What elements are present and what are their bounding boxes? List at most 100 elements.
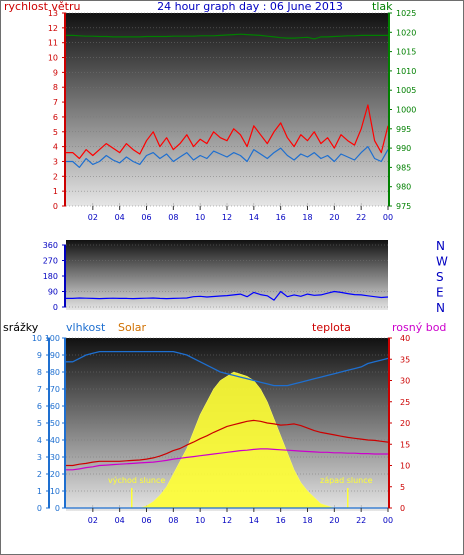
humidity-tick-label: 60 (50, 402, 60, 411)
temperature-tick-label: 30 (400, 377, 410, 386)
rain-tick-label: 6 (37, 402, 42, 411)
solar-label: Solar (118, 321, 147, 334)
temperature-label: teplota (312, 321, 351, 334)
direction-tick-label: 180 (43, 272, 58, 281)
humidity-tick-label: 80 (50, 368, 60, 377)
weather-x-tick-label: 16 (276, 516, 286, 525)
sunrise-label: východ slunce (108, 476, 165, 485)
weather-x-tick-label: 08 (168, 516, 178, 525)
temperature-tick-label: 35 (400, 355, 410, 364)
temperature-series (66, 419, 389, 467)
pressure-tick-label: 1015 (396, 48, 416, 57)
wind-x-tick-label: 10 (195, 213, 205, 222)
wind-tick-label: 13 (48, 9, 58, 18)
pressure-tick-label: 1020 (396, 28, 416, 37)
humidity-tick-label: 30 (50, 453, 60, 462)
weather-x-tick-label: 02 (88, 516, 98, 525)
wind-tick-label: 2 (53, 172, 58, 181)
wind-x-tick-label: 20 (329, 213, 339, 222)
weather-x-tick-label: 04 (115, 516, 125, 525)
pressure-tick-label: 975 (396, 202, 411, 211)
wind-x-tick-label: 04 (115, 213, 125, 222)
wind-x-tick-label: 02 (88, 213, 98, 222)
wind-x-tick-label: 14 (249, 213, 259, 222)
rain-tick-label: 10 (32, 334, 42, 343)
wind-tick-label: 4 (53, 143, 58, 152)
pressure-tick-label: 1000 (396, 106, 416, 115)
temperature-tick-label: 10 (400, 462, 410, 471)
wind-gust-series (66, 104, 389, 160)
wind-tick-label: 12 (48, 24, 58, 33)
sunset-label: západ slunce (320, 476, 373, 485)
wind-x-tick-label: 18 (302, 213, 312, 222)
wind-speed-series (66, 146, 389, 168)
wind-x-tick-label: 12 (222, 213, 232, 222)
wind-tick-label: 6 (53, 113, 58, 122)
weather-x-tick-label: 10 (195, 516, 205, 525)
humidity-label: vlhkost (66, 321, 106, 334)
chart-title: 24 hour graph day : 06 June 2013 (157, 0, 343, 13)
humidity-tick-label: 50 (50, 419, 60, 428)
compass-label: N (436, 301, 445, 315)
wind-tick-label: 8 (53, 83, 58, 92)
humidity-series (66, 350, 389, 387)
wind-tick-label: 5 (53, 128, 58, 137)
wind-tick-label: 3 (53, 157, 58, 166)
rain-tick-label: 5 (37, 419, 42, 428)
pressure-tick-label: 980 (396, 183, 411, 192)
humidity-tick-label: 40 (50, 436, 60, 445)
weather-x-tick-label: 20 (329, 516, 339, 525)
wind-x-tick-label: 08 (168, 213, 178, 222)
rain-tick-label: 9 (37, 351, 42, 360)
rain-tick-label: 4 (37, 436, 42, 445)
wind-tick-label: 10 (48, 54, 58, 63)
rain-tick-label: 7 (37, 385, 42, 394)
rain-tick-label: 0 (37, 504, 42, 513)
weather-x-tick-label: 18 (302, 516, 312, 525)
weather-x-tick-label: 06 (141, 516, 151, 525)
temperature-tick-label: 15 (400, 440, 410, 449)
compass-label: E (436, 286, 444, 300)
pressure-tick-label: 995 (396, 125, 411, 134)
pressure-tick-label: 1005 (396, 86, 416, 95)
weather-x-tick-label: 12 (222, 516, 232, 525)
temperature-tick-label: 20 (400, 419, 410, 428)
wind-tick-label: 7 (53, 98, 58, 107)
wind-tick-label: 11 (48, 39, 58, 48)
wind-pressure-plot-area (66, 13, 388, 206)
rain-tick-label: 1 (37, 487, 42, 496)
weather-x-tick-label: 22 (356, 516, 366, 525)
humidity-tick-label: 0 (55, 504, 60, 513)
temperature-tick-label: 25 (400, 398, 410, 407)
humidity-tick-label: 20 (50, 470, 60, 479)
wind-tick-label: 9 (53, 68, 58, 77)
weather-x-tick-label: 14 (249, 516, 259, 525)
dewpoint-label: rosný bod (392, 321, 446, 334)
right-series-label: tlak (372, 0, 393, 13)
humidity-tick-label: 90 (50, 351, 60, 360)
pressure-tick-label: 985 (396, 163, 411, 172)
wind-x-tick-label: 06 (141, 213, 151, 222)
dewpoint-series (66, 448, 388, 471)
left-series-label: rychlost větru (4, 0, 80, 13)
wind-tick-label: 1 (53, 187, 58, 196)
compass-label: W (436, 255, 448, 269)
rain-tick-label: 2 (37, 470, 42, 479)
rain-label: srážky (3, 321, 39, 334)
wind-x-tick-label: 22 (356, 213, 366, 222)
direction-series (66, 290, 389, 301)
temperature-tick-label: 40 (400, 334, 410, 343)
wind-x-tick-label: 00 (383, 213, 393, 222)
pressure-series (66, 33, 388, 40)
direction-plot-area (66, 240, 388, 310)
weather-x-tick-label: 00 (383, 516, 393, 525)
wind-x-tick-label: 16 (276, 213, 286, 222)
direction-tick-label: 360 (43, 241, 58, 250)
temperature-tick-label: 0 (400, 504, 405, 513)
rain-tick-label: 3 (37, 453, 42, 462)
direction-tick-label: 90 (48, 288, 58, 297)
pressure-tick-label: 1025 (396, 9, 416, 18)
rain-tick-label: 8 (37, 368, 42, 377)
wind-tick-label: 0 (53, 202, 58, 211)
